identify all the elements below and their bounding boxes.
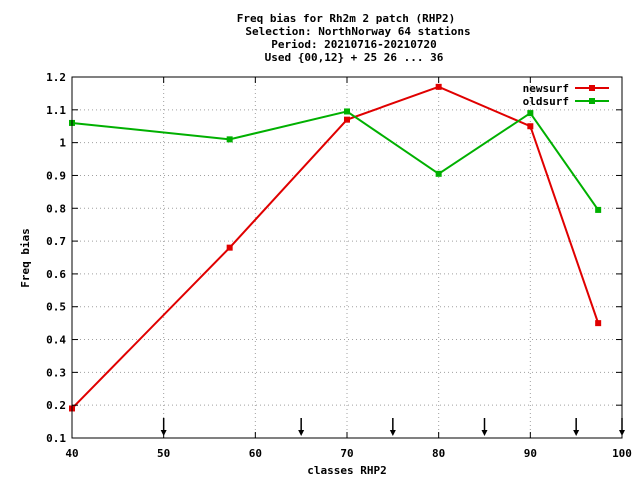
- x-tick-label: 90: [524, 447, 537, 460]
- y-tick-label: 0.7: [46, 235, 66, 248]
- x-tick-label: 80: [432, 447, 445, 460]
- y-tick-label: 1.1: [46, 104, 66, 117]
- x-tick-label: 100: [612, 447, 632, 460]
- y-axis-label: Freq bias: [19, 228, 32, 288]
- plot-frame: [71, 76, 623, 439]
- x-axis-label: classes RHP2: [307, 464, 386, 477]
- series-oldsurf: [69, 108, 602, 213]
- series-newsurf: [69, 83, 602, 412]
- data-point-oldsurf: [226, 136, 233, 143]
- y-tick-label: 0.2: [46, 399, 66, 412]
- title-line-1: Freq bias for Rh2m 2 patch (RHP2): [237, 12, 456, 25]
- grid-lines: [72, 77, 622, 438]
- y-tick-label: 0.9: [46, 169, 66, 182]
- legend-label: oldsurf: [523, 95, 569, 108]
- data-point-oldsurf: [595, 206, 602, 213]
- title-line-3: Period: 20210716-20210720: [271, 38, 437, 51]
- legend-entry-oldsurf: oldsurf: [523, 95, 609, 108]
- x-tick-label: 50: [157, 447, 170, 460]
- chart-title: Freq bias for Rh2m 2 patch (RHP2) Select…: [237, 12, 471, 64]
- y-tick-label: 0.4: [46, 334, 66, 347]
- title-line-2: Selection: NorthNorway 64 stations: [245, 25, 470, 38]
- data-series: [69, 83, 602, 412]
- y-tick-label: 0.5: [46, 301, 66, 314]
- arrow-markers: [160, 418, 625, 436]
- y-tick-label: 0.8: [46, 202, 66, 215]
- series-line-oldsurf: [71, 110, 599, 211]
- arrow-marker: [481, 418, 488, 436]
- series-line-newsurf: [71, 85, 600, 410]
- y-tick-label: 1.2: [46, 71, 66, 84]
- data-point-newsurf: [527, 123, 534, 130]
- data-point-oldsurf: [527, 110, 534, 117]
- arrow-marker: [389, 418, 396, 436]
- x-tick-label: 70: [340, 447, 353, 460]
- axis-ticks: 40 50 60 70 80 90 100 0.1 0.2 0.3 0.4 0.5 0.6 0.7 0.8 0…: [46, 71, 632, 460]
- arrow-marker: [298, 418, 305, 436]
- y-tick-label: 0.1: [46, 432, 66, 445]
- legend-label: newsurf: [523, 82, 569, 95]
- data-point-oldsurf: [344, 108, 350, 115]
- data-point-newsurf: [344, 116, 350, 123]
- legend-entry-newsurf: newsurf: [523, 82, 609, 95]
- x-tick-label: 40: [65, 447, 78, 460]
- data-point-newsurf: [595, 320, 602, 327]
- arrow-marker: [573, 418, 580, 436]
- data-point-newsurf: [435, 83, 442, 90]
- y-tick-label: 0.6: [46, 268, 66, 281]
- legend-swatch-point: [589, 98, 595, 104]
- data-point-oldsurf: [435, 170, 442, 177]
- title-line-4: Used {00,12} + 25 26 ... 36: [265, 51, 444, 64]
- x-tick-label: 60: [249, 447, 262, 460]
- legend-swatch-point: [589, 85, 595, 91]
- y-tick-label: 0.3: [46, 366, 66, 379]
- y-tick-label: 1: [59, 137, 66, 150]
- data-point-newsurf: [226, 244, 233, 251]
